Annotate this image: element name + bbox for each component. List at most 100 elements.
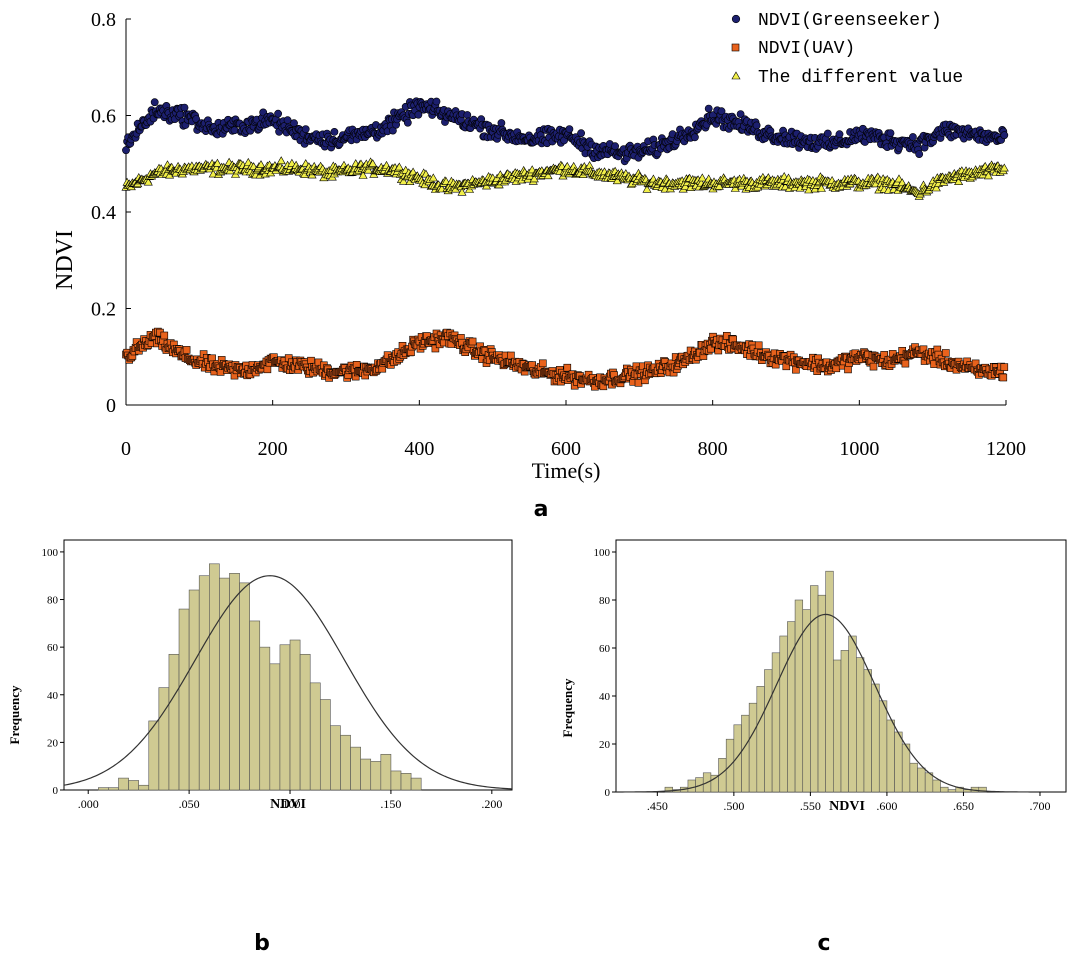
panel-a-greenseeker-point <box>823 129 832 138</box>
panel-c-y-tick-label: 0 <box>605 787 611 799</box>
panel-b-x-tick-label: .000 <box>78 797 99 811</box>
panel-c-bar <box>833 659 842 793</box>
panel-a-difference-point <box>457 187 467 196</box>
panel-c-bar <box>940 786 949 793</box>
panel-a-difference-point <box>612 176 622 185</box>
panel-a-difference-point <box>697 173 707 182</box>
panel-c-x-tick-label: .550 <box>800 799 821 813</box>
panel-b-y-tick-label: 40 <box>47 690 59 702</box>
panel-c-bar <box>771 652 781 793</box>
panel-a-greenseeker-point <box>180 103 189 112</box>
panel-a-difference-point <box>408 167 418 176</box>
panel-b-x-tick-label: .200 <box>481 797 502 811</box>
panel-a-difference-point <box>256 160 266 168</box>
panel-a-difference-point <box>983 171 993 180</box>
panel-c-bar <box>947 789 957 793</box>
panel-a-uav-point <box>999 373 1008 382</box>
panel-a-difference-point <box>428 173 438 182</box>
panel-a-uav-point <box>507 351 515 360</box>
panel-c-bar <box>909 762 918 793</box>
panel-a-difference-point <box>931 183 941 192</box>
panel-b-y-tick-label: 60 <box>47 642 59 654</box>
panel-c-ylabel: Frequency <box>560 678 575 737</box>
panel-c-normal-curve <box>616 613 1066 793</box>
panel-b-bar <box>138 784 150 791</box>
panel-b-bar <box>209 563 220 791</box>
panel-a-greenseeker-point <box>283 116 292 125</box>
panel-c-y-tick-label: 40 <box>599 691 611 703</box>
panel-a-x-tick-label: 1200 <box>986 438 1026 460</box>
panel-a-uav-point <box>706 344 715 353</box>
panel-c-bar <box>733 724 742 793</box>
panel-a-difference-point <box>816 183 826 192</box>
panel-b-bar <box>309 682 321 791</box>
panel-c-x-tick-label: .500 <box>723 799 744 813</box>
panel-c-bar <box>840 650 849 793</box>
panel-a-ylabel: NDVI <box>52 230 78 290</box>
panel-c-bar <box>817 594 826 793</box>
panel-b-bar <box>229 573 240 791</box>
panel-a-y-tick-label: 0 <box>106 395 116 417</box>
panel-b-bar <box>390 770 402 791</box>
panel-b-bar <box>168 653 180 791</box>
panel-a-difference-point <box>398 176 409 185</box>
panel-a-difference-point <box>642 184 652 193</box>
panel-c-bar <box>779 635 788 793</box>
panel-b-bar <box>299 653 311 791</box>
panel-a-x-tick-label: 0 <box>121 438 131 460</box>
panel-a-greenseeker-point <box>1000 131 1009 140</box>
panel-a-label: a <box>534 497 549 522</box>
legend-greenseeker-label: NDVI(Greenseeker) <box>758 11 942 31</box>
panel-b-ylabel: Frequency <box>7 685 22 744</box>
panel-b-bar <box>370 761 382 791</box>
panel-c-x-tick-label: .450 <box>647 799 668 813</box>
panel-a-y-tick-label: 0.4 <box>91 202 116 224</box>
panel-a-difference-point <box>804 185 814 194</box>
panel-b-bar <box>289 639 301 791</box>
panel-b-normal-curve <box>63 575 513 790</box>
panel-b-bar <box>198 575 210 791</box>
panel-a-x-tick-label: 1000 <box>839 438 879 460</box>
panel-a-greenseeker-point <box>403 118 412 127</box>
panel-a-greenseeker-point <box>388 126 397 135</box>
legend-difference-label: The different value <box>758 68 963 88</box>
panel-a-uav-point <box>792 365 800 374</box>
panel-a-difference-point <box>276 156 286 165</box>
panel-a-difference-point <box>358 170 368 179</box>
panel-a-difference-point <box>208 169 218 178</box>
panel-a-greenseeker-point <box>909 133 917 141</box>
panel-c-bar <box>748 702 758 793</box>
panel-c-bar <box>756 686 765 793</box>
panel-b-bar <box>279 644 291 791</box>
panel-b-y-tick-label: 100 <box>42 547 59 559</box>
panel-a-greenseeker-point <box>230 126 239 135</box>
panel-c-bar <box>848 635 857 793</box>
panel-a-y-tick-label: 0.8 <box>91 9 116 31</box>
panel-a-greenseeker-point <box>717 107 726 116</box>
panel-c-bar <box>917 767 926 793</box>
panel-b-bar <box>249 620 261 791</box>
panel-a-x-tick-label: 600 <box>551 438 581 460</box>
legend-greenseeker-marker <box>731 14 741 24</box>
panel-c-bar <box>878 700 888 793</box>
panel-c-y-tick-label: 60 <box>599 643 611 655</box>
panel-a-greenseeker-point <box>736 110 745 118</box>
panel-c-bar <box>886 719 895 793</box>
panel-c-bar <box>741 714 750 793</box>
panel-b-bar <box>98 787 109 791</box>
panel-a-x-tick-label: 800 <box>698 438 728 460</box>
panel-c-bar <box>932 779 941 793</box>
panel-c-xlabel: NDVI <box>829 799 865 814</box>
panel-a-uav-point <box>563 363 572 372</box>
panel-a-greenseeker-point <box>432 97 441 106</box>
panel-a-difference-point <box>212 158 222 167</box>
panel-a-y-tick-label: 0.6 <box>91 106 116 128</box>
panel-a-difference-point <box>363 165 373 174</box>
panel-a-difference-point <box>894 174 904 183</box>
panel-b-bar <box>259 646 271 791</box>
panel-c-y-tick-label: 20 <box>599 739 611 751</box>
panel-a-greenseeker-point <box>835 130 844 139</box>
panel-a-uav-point <box>160 331 169 340</box>
